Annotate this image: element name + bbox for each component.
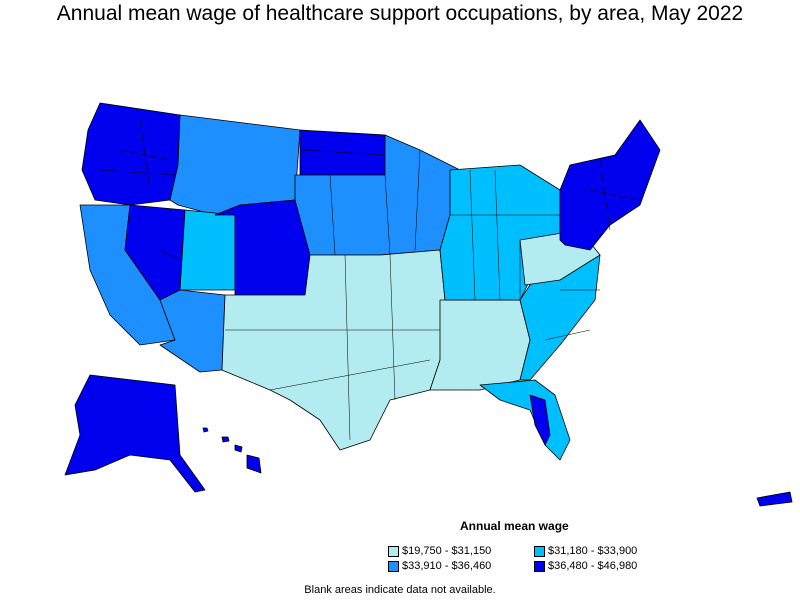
- region-alaska: [64, 374, 206, 493]
- region-pacific-northwest: [81, 102, 181, 206]
- legend-title: Annual mean wage: [460, 519, 569, 533]
- legend-item-3: $33,910 - $36,460: [388, 560, 491, 572]
- legend-item-2: $31,180 - $33,900: [534, 545, 637, 557]
- region-florida: [479, 379, 571, 461]
- data-availability-note: Blank areas indicate data not available.: [304, 584, 496, 596]
- region-hawaii-1: [202, 427, 209, 433]
- region-deep-south: [429, 299, 531, 391]
- region-utah: [179, 209, 236, 291]
- legend-swatch-2: [534, 545, 545, 557]
- legend-swatch-1: [388, 545, 399, 557]
- region-florida-coast: [529, 394, 551, 446]
- legend-label-4: $36,480 - $46,980: [548, 560, 638, 572]
- region-hawaii-2: [221, 436, 230, 443]
- legend-item-1: $19,750 - $31,150: [388, 545, 491, 557]
- legend-item-4: $36,480 - $46,980: [534, 560, 637, 572]
- legend-swatch-3: [388, 560, 399, 572]
- region-hawaii-3: [234, 444, 243, 453]
- region-northeast: [559, 119, 661, 251]
- region-hawaii-4: [246, 454, 262, 474]
- legend-label-1: $19,750 - $31,150: [402, 545, 492, 557]
- legend-label-3: $33,910 - $36,460: [402, 560, 492, 572]
- map-title: Annual mean wage of healthcare support o…: [56, 2, 744, 25]
- region-arizona: [159, 289, 226, 373]
- region-northern-rockies: [169, 114, 301, 216]
- region-puerto-rico: [756, 491, 793, 507]
- legend-label-2: $31,180 - $33,900: [548, 545, 638, 557]
- legend-swatch-4: [534, 560, 545, 572]
